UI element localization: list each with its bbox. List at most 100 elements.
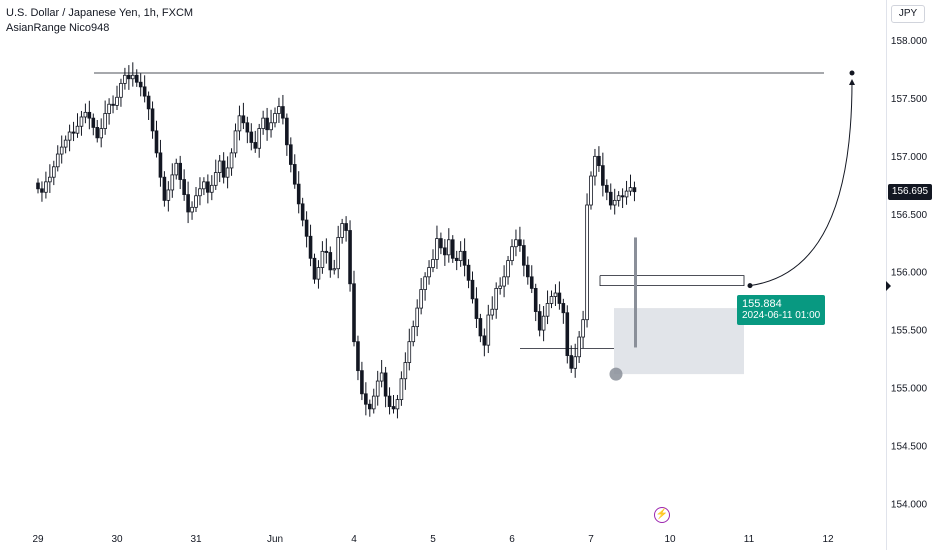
candle	[285, 113, 289, 156]
candle-body-down	[265, 117, 269, 131]
range-zone-box[interactable]	[614, 308, 744, 375]
candle	[182, 169, 186, 201]
candle-body-down	[95, 127, 100, 139]
projection-arrowhead	[849, 78, 855, 85]
x-tick-label: 12	[822, 534, 834, 545]
candle-body-up	[435, 238, 439, 260]
projection-curve[interactable]	[749, 80, 853, 287]
candle-body-down	[605, 184, 609, 193]
candle-body-down	[288, 144, 293, 165]
candle	[198, 177, 202, 206]
candle-body-up	[237, 115, 242, 132]
candle-body-down	[178, 162, 183, 180]
candle-body-down	[150, 108, 155, 132]
candle	[624, 180, 629, 205]
candle-body-up	[55, 153, 60, 168]
candle	[427, 260, 431, 285]
candle-body-up	[123, 74, 127, 84]
candle-body-down	[312, 257, 317, 280]
y-tick-label: 155.000	[891, 384, 928, 395]
candle	[364, 382, 368, 416]
candle-body-down	[439, 238, 443, 249]
x-tick-label: Jun	[267, 534, 283, 545]
chart-plot[interactable]: 29 30 31 Jun 4 5 6 7 10 11 12	[0, 0, 886, 550]
candle	[628, 174, 633, 196]
candle-body-up	[83, 111, 88, 118]
candle	[320, 241, 325, 274]
candle	[494, 282, 498, 319]
candle	[308, 224, 313, 267]
candle-body-up	[170, 174, 175, 191]
candle-body-down	[356, 341, 360, 372]
candle-body-up	[273, 113, 277, 124]
candle	[458, 241, 463, 267]
candle-body-up	[190, 206, 194, 213]
candle-body-down	[529, 276, 534, 289]
projection-start-point[interactable]	[747, 283, 753, 289]
candle	[127, 65, 131, 90]
candle-body-down	[470, 279, 475, 300]
candle-body-down	[36, 182, 40, 190]
candle	[419, 277, 423, 315]
candle	[545, 290, 550, 325]
candle	[304, 211, 309, 248]
candle-body-up	[63, 139, 68, 148]
candle	[537, 304, 542, 337]
candle	[134, 69, 139, 87]
candle	[265, 107, 269, 141]
candle	[48, 164, 52, 193]
candle	[620, 188, 625, 209]
candle	[344, 216, 348, 242]
candle-body-down	[466, 264, 471, 281]
candle	[407, 328, 412, 371]
candle-body-up	[336, 237, 340, 270]
candle	[450, 235, 455, 263]
candle-body-down	[522, 245, 526, 266]
candle-body-down	[478, 318, 483, 337]
currency-button[interactable]: JPY	[891, 5, 925, 23]
candle	[367, 399, 372, 417]
candle	[474, 287, 479, 329]
candle-body-down	[462, 250, 467, 266]
candle-body-down	[292, 164, 297, 185]
candle-body-up	[202, 181, 206, 190]
scale-marker-icon	[886, 280, 891, 291]
candle-body-up	[628, 187, 633, 192]
candle	[589, 171, 593, 210]
candle	[166, 181, 171, 212]
candle	[217, 154, 222, 183]
candle	[415, 299, 419, 337]
candle-body-up	[375, 380, 380, 397]
candle	[91, 113, 96, 136]
candle	[371, 388, 376, 414]
candle-body-up	[399, 378, 404, 400]
candle-body-down	[308, 235, 313, 259]
candle	[52, 160, 56, 186]
symbol-title[interactable]: U.S. Dollar / Japanese Yen, 1h, FXCM	[6, 7, 194, 19]
candle	[608, 183, 613, 210]
price-scale[interactable]: 158.000 157.500 157.000 156.500 156.000 155.5…	[886, 0, 932, 550]
candle	[221, 152, 226, 184]
candle	[533, 283, 538, 322]
candle-body-down	[300, 203, 305, 221]
candle-body-down	[182, 179, 186, 195]
candle	[561, 298, 566, 324]
time-axis: 29 30 31 Jun 4 5 6 7 10 11 12	[32, 534, 834, 545]
candle-body-up	[99, 128, 104, 139]
asian-range-box[interactable]	[599, 275, 745, 287]
candle-body-down	[221, 160, 226, 178]
candle-body-up	[115, 96, 119, 106]
candle-body-up	[506, 260, 510, 278]
candle-body-up	[431, 259, 435, 268]
candle	[470, 271, 475, 304]
candle-body-down	[71, 131, 76, 134]
lightning-icon[interactable]: ⚡	[654, 507, 670, 523]
indicator-title[interactable]: AsianRange Nico948	[6, 22, 110, 34]
candle	[83, 103, 88, 124]
candle-body-up	[340, 223, 344, 238]
projection-end-point[interactable]	[849, 70, 855, 76]
candle-body-up	[229, 152, 234, 169]
candle	[585, 193, 589, 328]
candle-body-down	[206, 181, 210, 193]
candle	[593, 148, 597, 186]
